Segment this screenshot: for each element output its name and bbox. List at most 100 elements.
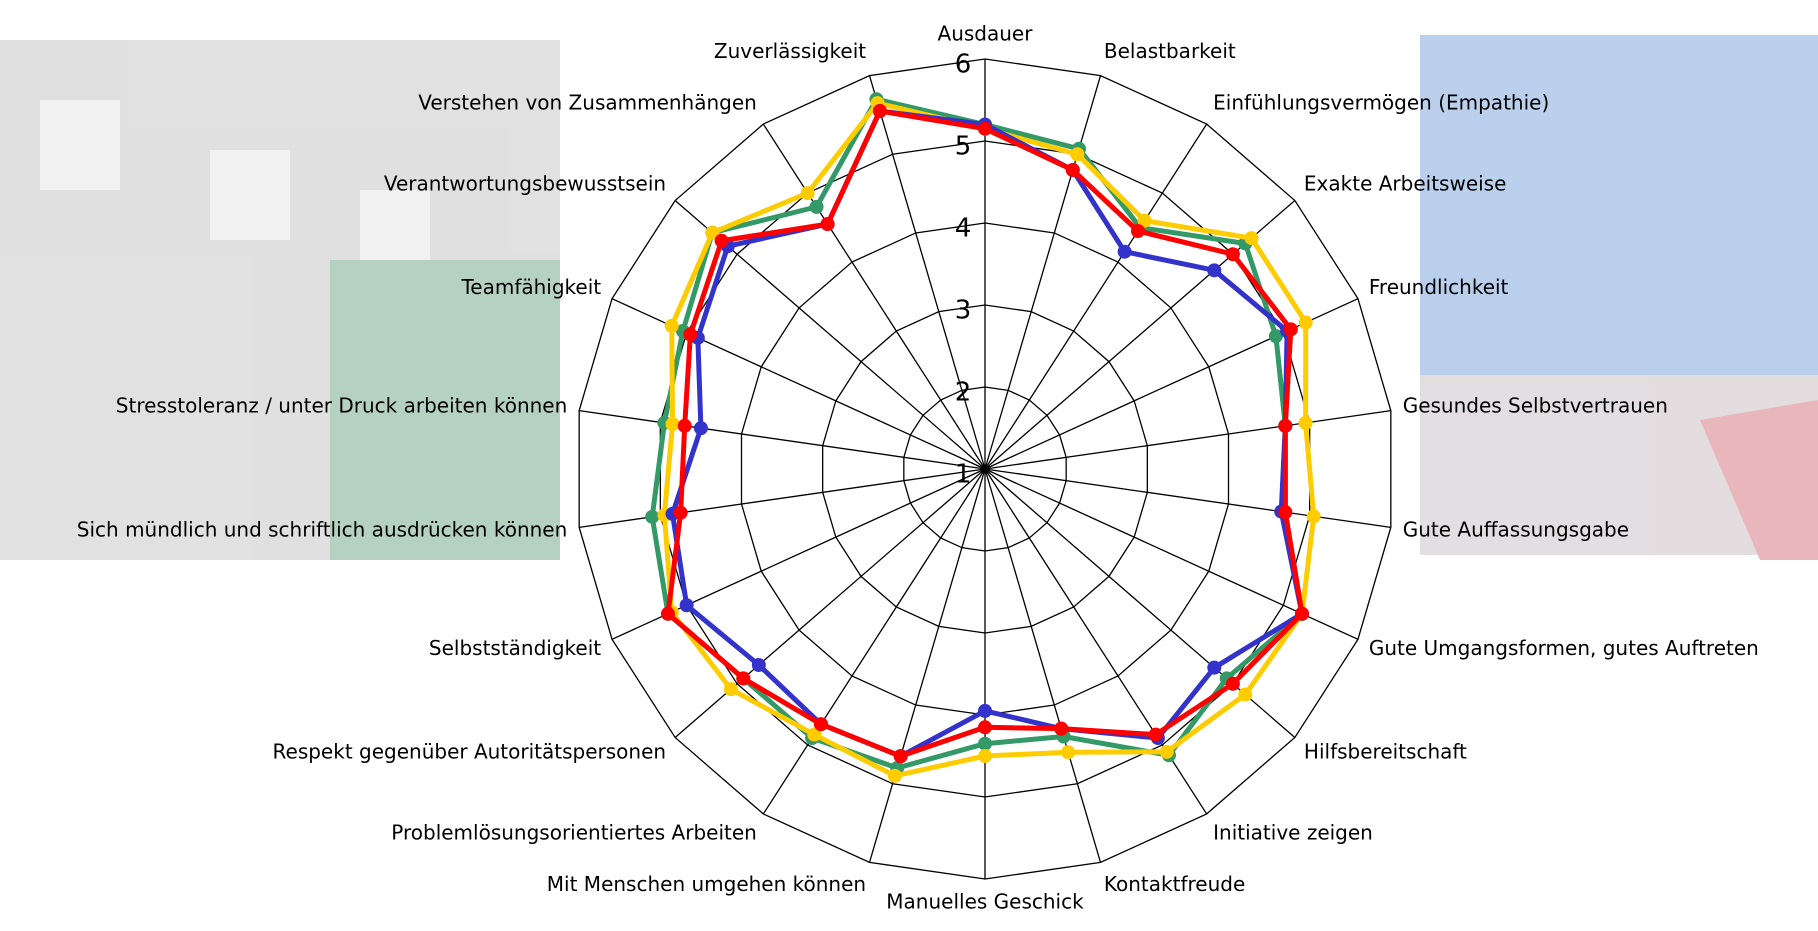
category-label: Belastbarkeit (1104, 39, 1236, 63)
data-point (1298, 315, 1313, 330)
category-label: Gesundes Selbstvertrauen (1403, 394, 1668, 418)
data-point (1159, 744, 1174, 759)
bg-window (210, 150, 290, 240)
category-label: Problemlösungsorientiertes Arbeiten (391, 821, 757, 845)
spoke (984, 468, 1391, 528)
category-label: Hilfsbereitschaft (1304, 740, 1467, 764)
data-point (1061, 745, 1076, 760)
data-point (1278, 418, 1293, 433)
bg-window (40, 100, 120, 190)
data-point (1244, 231, 1259, 246)
data-point (1207, 263, 1222, 278)
data-point (693, 421, 708, 436)
data-point (664, 318, 679, 333)
spoke (984, 468, 1208, 815)
data-point (893, 749, 908, 764)
bg-flag (1700, 400, 1818, 560)
category-label: Kontaktfreude (1104, 872, 1245, 896)
category-label: Respekt gegenüber Autoritätspersonen (273, 740, 667, 764)
data-point (978, 736, 992, 751)
data-point (1070, 147, 1085, 162)
r-tick-label: 1 (955, 460, 972, 490)
category-label: Freundlichkeit (1369, 275, 1509, 299)
data-point (809, 199, 824, 214)
r-tick-label: 3 (955, 296, 972, 326)
category-label: Mit Menschen umgehen können (547, 872, 866, 896)
spoke (762, 123, 986, 470)
bg-window (360, 190, 430, 270)
category-label: Exakte Arbeitsweise (1304, 171, 1506, 195)
spoke (674, 468, 986, 738)
data-point (1295, 606, 1310, 621)
category-label: Verantwortungsbewusstsein (384, 171, 666, 195)
data-point (1137, 213, 1152, 228)
data-point (872, 104, 887, 119)
data-point (978, 720, 992, 735)
background (0, 35, 1818, 560)
spoke (579, 468, 986, 528)
data-point (1225, 676, 1240, 691)
bg-building (0, 40, 560, 560)
data-point (705, 225, 720, 240)
r-tick-label: 2 (955, 378, 972, 408)
r-tick-label: 5 (955, 132, 972, 162)
category-label: Initiative zeigen (1213, 821, 1373, 845)
data-point (714, 233, 729, 248)
plot (645, 92, 1321, 783)
category-label: Zuverlässigkeit (714, 39, 866, 63)
data-point (679, 598, 694, 613)
data-point (1283, 322, 1298, 337)
data-point (978, 703, 992, 718)
category-label: Verstehen von Zusammenhängen (418, 90, 757, 114)
data-point (1268, 329, 1283, 344)
spoke (579, 410, 986, 470)
data-point (1148, 727, 1163, 742)
data-point (978, 749, 992, 763)
data-point (807, 727, 822, 742)
category-label: Stresstoleranz / unter Druck arbeiten kö… (116, 394, 567, 418)
grid: Ausdauer Belastbarkeit Einfühlungsvermögen… (77, 22, 1759, 914)
series-line (661, 100, 1317, 779)
data-point (683, 327, 698, 342)
r-tick-label: 4 (955, 214, 972, 244)
data-point (665, 417, 680, 432)
spoke (984, 468, 1102, 863)
category-label: Einfühlungsvermögen (Empathie) (1213, 90, 1549, 114)
data-point (660, 606, 675, 621)
category-label: Teamfähigkeit (460, 275, 601, 299)
category-label: Gute Umgangsformen, gutes Auftreten (1369, 636, 1759, 660)
data-point (813, 717, 828, 732)
data-point (820, 217, 835, 232)
spoke (868, 75, 986, 470)
data-point (1238, 687, 1253, 702)
data-point (1130, 224, 1145, 239)
category-label: Selbstständigkeit (429, 636, 601, 660)
category-label: Gute Auffassungsgabe (1403, 517, 1629, 541)
data-point (751, 657, 766, 672)
spoke (868, 468, 986, 863)
category-label: Manuelles Geschick (886, 890, 1084, 914)
category-label: Sich mündlich und schriftlich ausdrücken… (77, 517, 568, 541)
bg-sign (1420, 35, 1818, 375)
data-point (645, 509, 660, 524)
r-tick-label: 6 (955, 50, 972, 80)
data-point (673, 505, 688, 520)
data-point (677, 418, 692, 433)
spoke (762, 468, 986, 815)
data-point (800, 186, 815, 201)
bg-tent (1420, 375, 1818, 555)
data-point (1225, 247, 1240, 262)
category-label: Ausdauer (938, 22, 1034, 46)
bg-banner (330, 260, 560, 560)
spoke (984, 75, 1102, 470)
data-point (1278, 505, 1293, 520)
spoke (984, 410, 1391, 470)
spoke (984, 123, 1208, 470)
data-point (723, 682, 738, 697)
series-line (649, 96, 1305, 771)
data-point (887, 768, 902, 783)
data-point (1117, 244, 1132, 259)
data-point (1306, 509, 1321, 524)
